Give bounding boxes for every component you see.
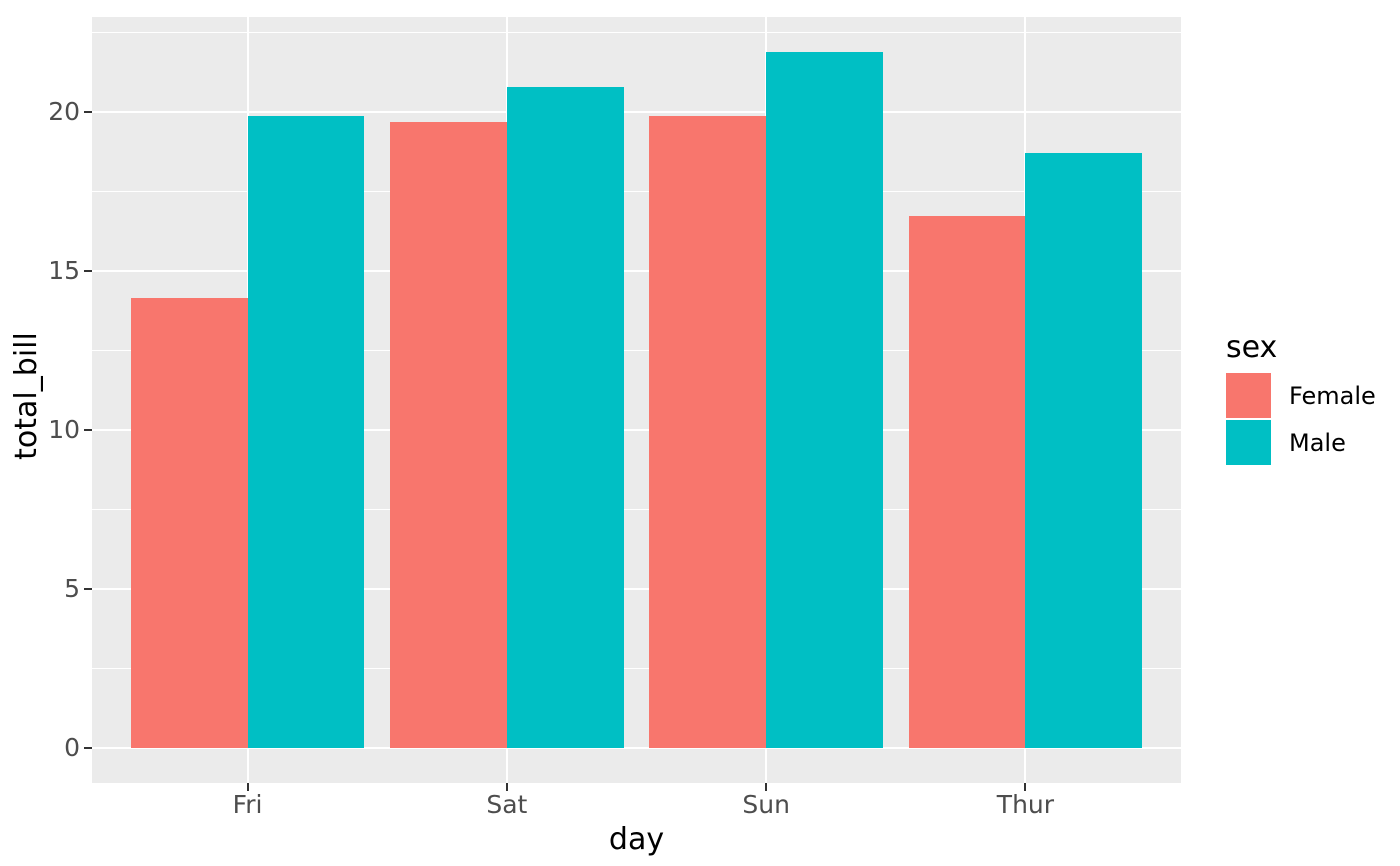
y-tick-label: 10 [48,415,80,444]
x-tick-mark [765,783,768,791]
gridline-minor [92,191,1181,192]
bar-male-fri [247,116,365,748]
y-tick-label: 15 [48,256,80,285]
y-tick-mark [84,270,92,272]
y-tick-label: 5 [64,574,80,603]
x-tick-mark [505,783,508,791]
y-tick-label: 20 [48,97,80,126]
legend-items: Female Male [1226,373,1376,465]
gridline-major [92,429,1181,431]
x-tick-mark [1024,783,1027,791]
gridline-minor [92,509,1181,510]
gridline-minor [92,32,1181,33]
gridline-minor [92,350,1181,351]
bar-male-sat [506,86,624,748]
legend-item-female: Female [1226,373,1376,418]
y-tick-label: 0 [64,733,80,762]
bar-male-thur [1025,153,1143,748]
y-tick-mark [84,747,92,749]
gridline-minor [92,668,1181,669]
x-axis-title: day [608,822,665,857]
legend-item-label: Female [1289,381,1376,410]
legend-item-label: Male [1289,428,1346,457]
bar-female-thur [908,216,1026,748]
legend-key-male [1226,420,1271,465]
gridline-major [92,747,1181,749]
x-tick-label: Sat [486,790,528,819]
legend-key-female [1226,373,1271,418]
x-tick-label: Sun [742,790,790,819]
y-tick-mark [84,111,92,113]
x-tick-mark [246,783,249,791]
bar-female-sun [649,116,767,748]
gridline-major [92,588,1181,590]
x-tick-label: Fri [232,790,263,819]
y-axis-title: total_bill [9,332,44,460]
gridline-major [92,111,1181,113]
legend-title: sex [1226,330,1278,365]
bar-female-sat [390,122,507,748]
x-tick-label: Thur [996,790,1055,819]
legend: sex Female Male [1226,330,1376,467]
bar-female-fri [130,298,248,748]
legend-item-male: Male [1226,420,1376,465]
bar-male-sun [766,51,883,748]
plot-panel [92,17,1181,783]
gridline-major [92,270,1181,272]
y-tick-mark [84,588,92,590]
y-tick-mark [84,429,92,431]
